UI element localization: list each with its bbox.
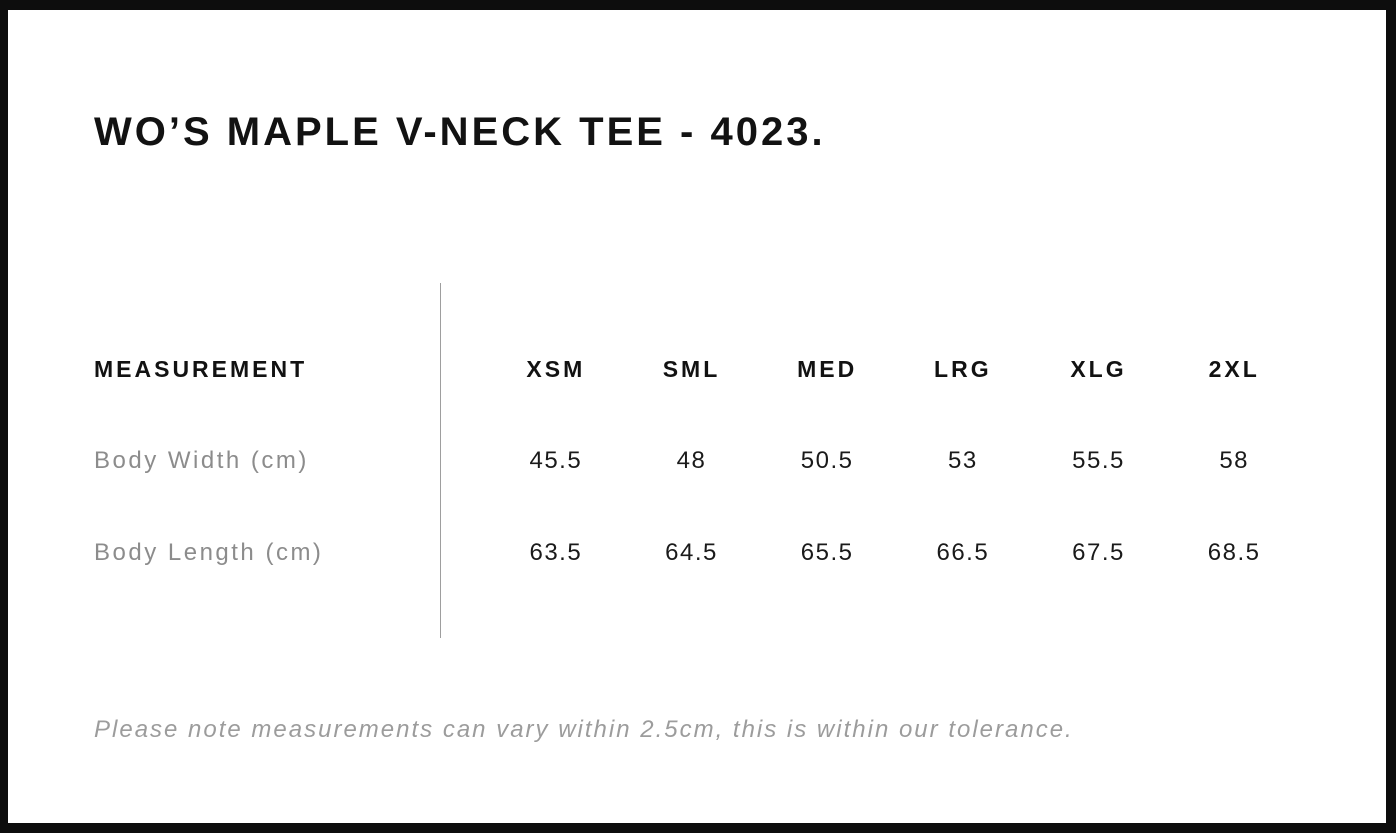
row-label-body-width: Body Width (cm)	[94, 447, 309, 474]
body-length-lrg: 66.5	[936, 539, 990, 566]
body-width-lrg: 53	[947, 447, 978, 474]
body-width-xlg: 55.5	[1072, 447, 1125, 474]
body-length-xlg: 67.5	[1072, 539, 1125, 566]
body-width-med: 50.5	[800, 447, 854, 474]
size-table: MEASUREMENT XSM SML MED LRG XLG 2XL Body…	[94, 283, 1302, 638]
measurement-column-header: MEASUREMENT	[94, 355, 308, 382]
body-width-2xl: 58	[1219, 447, 1250, 474]
size-header-sml: SML	[662, 355, 721, 382]
body-width-xsm: 45.5	[529, 447, 583, 474]
table-vertical-divider	[440, 283, 441, 638]
body-length-xsm: 63.5	[529, 539, 583, 566]
body-length-2xl: 68.5	[1207, 539, 1261, 566]
size-header-lrg: LRG	[934, 355, 992, 382]
page-title: WO’S MAPLE V-NECK TEE - 4023.	[94, 110, 826, 154]
body-width-sml: 48	[676, 447, 707, 474]
body-length-sml: 64.5	[665, 539, 718, 566]
row-label-body-length: Body Length (cm)	[94, 539, 324, 566]
tolerance-note: Please note measurements can vary within…	[94, 716, 1074, 743]
size-header-2xl: 2XL	[1208, 355, 1260, 382]
size-header-xsm: XSM	[526, 355, 586, 382]
size-header-xlg: XLG	[1070, 355, 1127, 382]
size-header-med: MED	[797, 355, 858, 382]
body-length-med: 65.5	[800, 539, 854, 566]
